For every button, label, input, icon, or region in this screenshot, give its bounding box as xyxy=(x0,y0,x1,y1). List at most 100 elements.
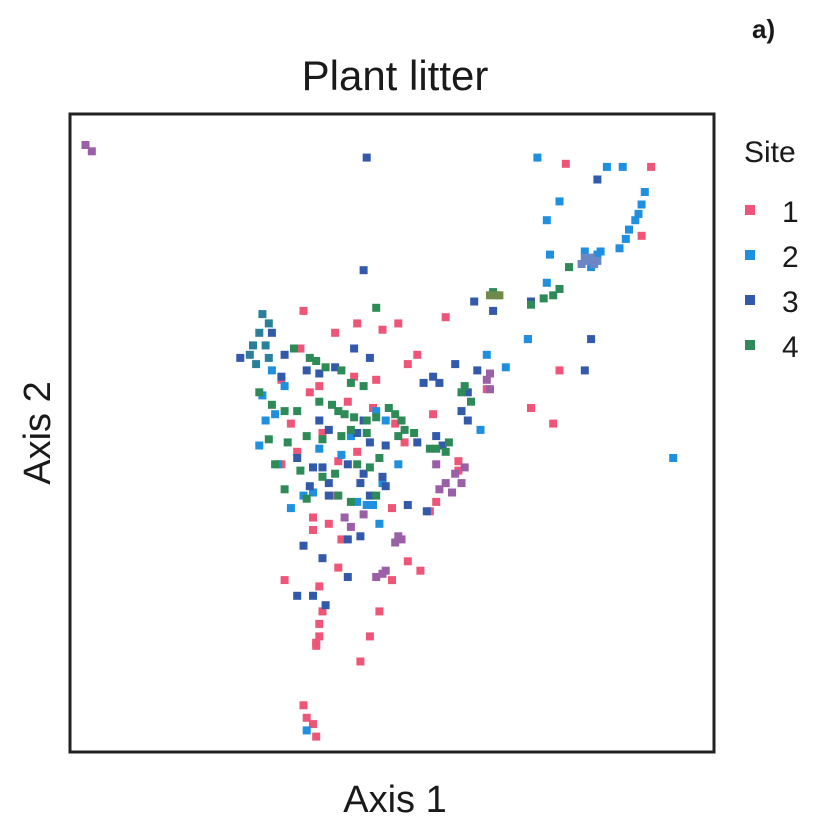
data-point-series-2-14 xyxy=(580,247,589,256)
data-point-series-6-2 xyxy=(264,319,273,328)
data-point-series-4-9 xyxy=(305,353,314,362)
data-point-series-2-29 xyxy=(372,407,381,416)
data-point-series-4-57 xyxy=(460,382,469,391)
data-point-series-1-1 xyxy=(561,159,570,168)
data-point-series-2-31 xyxy=(394,460,403,469)
data-point-series-3-22 xyxy=(365,438,374,447)
data-point-series-1-43 xyxy=(527,404,535,412)
data-point-series-4-34 xyxy=(318,435,327,444)
data-point-series-3-30 xyxy=(378,472,387,481)
data-point-series-4-3 xyxy=(549,291,558,300)
y-axis-label: Axis 2 xyxy=(17,381,59,484)
data-point-series-4-46 xyxy=(331,469,340,478)
data-point-series-2-18 xyxy=(669,454,678,462)
data-point-series-1-15 xyxy=(315,382,324,391)
data-point-series-4-23 xyxy=(350,413,359,422)
data-point-series-5-9 xyxy=(372,573,381,581)
data-point-series-4-45 xyxy=(318,472,327,481)
data-point-series-4-37 xyxy=(362,429,371,437)
data-point-series-3-46 xyxy=(293,591,302,600)
data-point-series-6-8 xyxy=(264,353,273,362)
data-point-series-8-1 xyxy=(577,260,586,268)
data-point-series-4-11 xyxy=(321,363,330,372)
data-point-series-5-12 xyxy=(451,469,460,478)
data-point-series-4-17 xyxy=(280,407,289,416)
data-point-series-2-41 xyxy=(302,726,311,735)
data-point-series-3-4 xyxy=(470,297,479,306)
data-point-series-6-4 xyxy=(261,341,270,350)
data-point-series-3-12 xyxy=(277,372,286,381)
data-point-series-2-24 xyxy=(261,416,270,425)
legend-swatch-1 xyxy=(745,205,755,215)
data-point-series-7-1 xyxy=(486,291,494,300)
data-point-series-4-4 xyxy=(539,294,548,303)
data-point-series-3-42 xyxy=(356,532,365,541)
data-point-series-1-11 xyxy=(403,360,412,369)
data-point-series-2-43 xyxy=(501,363,510,372)
data-point-series-2-21 xyxy=(280,382,289,391)
data-point-series-1-24 xyxy=(391,419,400,428)
data-point-series-1-7 xyxy=(394,319,403,328)
data-point-series-3-38 xyxy=(381,482,390,491)
data-point-series-1-42 xyxy=(549,419,558,428)
data-point-series-1-59 xyxy=(302,713,311,722)
data-point-series-2-6 xyxy=(637,200,646,209)
data-point-series-4-2 xyxy=(555,285,564,293)
legend: Site 1 2 3 4 xyxy=(744,136,799,364)
data-point-series-3-55 xyxy=(457,407,466,416)
data-point-series-1-51 xyxy=(315,619,324,628)
data-point-series-3-15 xyxy=(350,344,359,353)
data-point-series-3-31 xyxy=(413,438,422,447)
data-point-series-6-1 xyxy=(258,310,267,319)
data-point-series-5-14 xyxy=(460,463,469,472)
data-point-series-3-49 xyxy=(419,378,428,387)
data-point-series-3-40 xyxy=(422,507,431,516)
data-point-series-5-6 xyxy=(391,538,400,547)
data-point-series-5-1 xyxy=(81,141,90,149)
data-point-series-2-44 xyxy=(523,335,532,344)
data-point-series-3-28 xyxy=(343,460,352,469)
data-point-series-4-16 xyxy=(267,400,276,409)
data-point-series-4-12 xyxy=(337,366,346,375)
data-point-series-3-24 xyxy=(293,454,302,462)
data-point-series-3-25 xyxy=(309,463,317,472)
data-point-series-3-19 xyxy=(324,425,333,434)
data-point-series-3-21 xyxy=(353,429,362,437)
data-point-series-2-16 xyxy=(593,250,602,259)
data-point-series-4-29 xyxy=(400,425,409,434)
data-point-series-4-10 xyxy=(312,357,321,365)
data-point-series-3-52 xyxy=(451,360,460,369)
data-point-series-8-4 xyxy=(593,256,602,265)
data-point-series-1-44 xyxy=(403,557,412,566)
data-point-series-1-45 xyxy=(334,563,343,572)
data-point-series-2-8 xyxy=(631,216,640,225)
data-point-series-5-13 xyxy=(457,479,466,488)
data-point-series-3-16 xyxy=(365,353,374,362)
data-point-series-5-18 xyxy=(432,460,441,469)
data-point-series-1-34 xyxy=(388,504,396,513)
data-point-series-1-8 xyxy=(441,313,450,322)
data-point-series-1-52 xyxy=(315,632,324,641)
data-point-series-8-6 xyxy=(580,253,589,262)
data-point-series-3-29 xyxy=(359,469,368,478)
data-point-series-2-38 xyxy=(315,444,324,453)
legend-swatch-3 xyxy=(745,295,755,305)
data-point-series-8-5 xyxy=(587,253,596,262)
data-point-series-4-22 xyxy=(340,410,349,419)
data-point-series-1-41 xyxy=(555,366,564,375)
data-point-series-4-36 xyxy=(346,425,355,434)
data-point-series-1-26 xyxy=(400,438,409,447)
data-point-series-2-4 xyxy=(555,197,564,206)
data-point-series-4-20 xyxy=(328,400,336,409)
data-point-series-1-6 xyxy=(378,325,387,334)
data-point-series-2-5 xyxy=(640,188,649,196)
data-point-series-4-49 xyxy=(375,454,384,462)
data-point-series-4-48 xyxy=(365,463,374,472)
data-point-series-2-3 xyxy=(618,162,627,171)
data-point-series-1-57 xyxy=(375,607,384,616)
data-point-series-1-54 xyxy=(312,638,321,647)
data-point-series-3-5 xyxy=(489,306,498,315)
data-point-series-1-17 xyxy=(305,388,314,397)
data-point-series-3-1 xyxy=(362,153,371,162)
data-point-series-4-28 xyxy=(397,416,406,425)
